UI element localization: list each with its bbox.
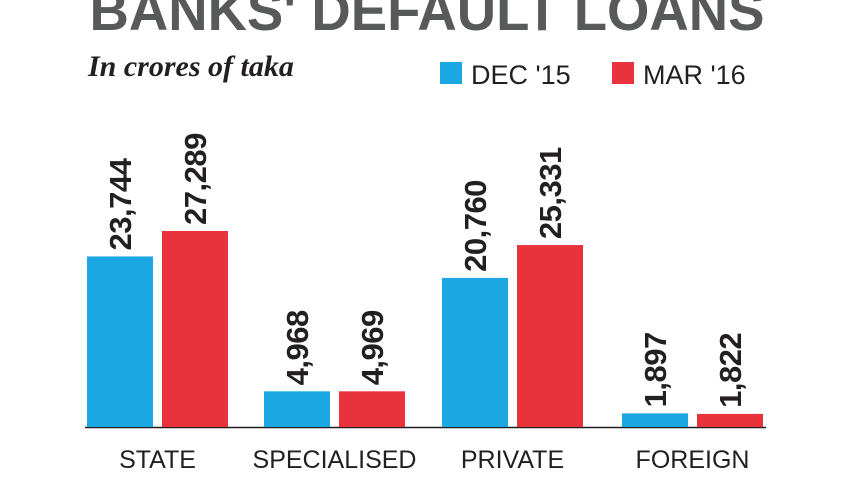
value-label: 20,760 bbox=[458, 180, 493, 272]
bar bbox=[264, 391, 330, 427]
bar bbox=[697, 413, 763, 427]
bar bbox=[442, 277, 508, 427]
value-label: 27,289 bbox=[178, 133, 213, 225]
value-label: 4,968 bbox=[280, 310, 315, 385]
legend-label: MAR '16 bbox=[643, 60, 746, 90]
legend-swatch bbox=[612, 62, 634, 84]
bar bbox=[622, 413, 688, 427]
bar bbox=[87, 256, 153, 427]
chart-subtitle: In crores of taka bbox=[87, 50, 294, 83]
value-label: 1,822 bbox=[713, 333, 748, 408]
x-tick-label: STATE bbox=[119, 446, 196, 474]
value-label: 1,897 bbox=[638, 332, 673, 407]
bar bbox=[517, 245, 583, 427]
legend-swatch bbox=[440, 62, 462, 84]
chart-title: BANKS' DEFAULT LOANS bbox=[90, 0, 765, 42]
x-tick-label: SPECIALISED bbox=[253, 446, 417, 474]
legend-label: DEC '15 bbox=[471, 60, 571, 90]
value-label: 25,331 bbox=[533, 147, 568, 239]
value-label: 4,969 bbox=[355, 310, 390, 385]
x-tick-label: FOREIGN bbox=[636, 446, 750, 474]
bar bbox=[339, 391, 405, 427]
value-label: 23,744 bbox=[103, 157, 138, 250]
bar bbox=[162, 231, 228, 427]
x-tick-label: PRIVATE bbox=[461, 446, 564, 474]
